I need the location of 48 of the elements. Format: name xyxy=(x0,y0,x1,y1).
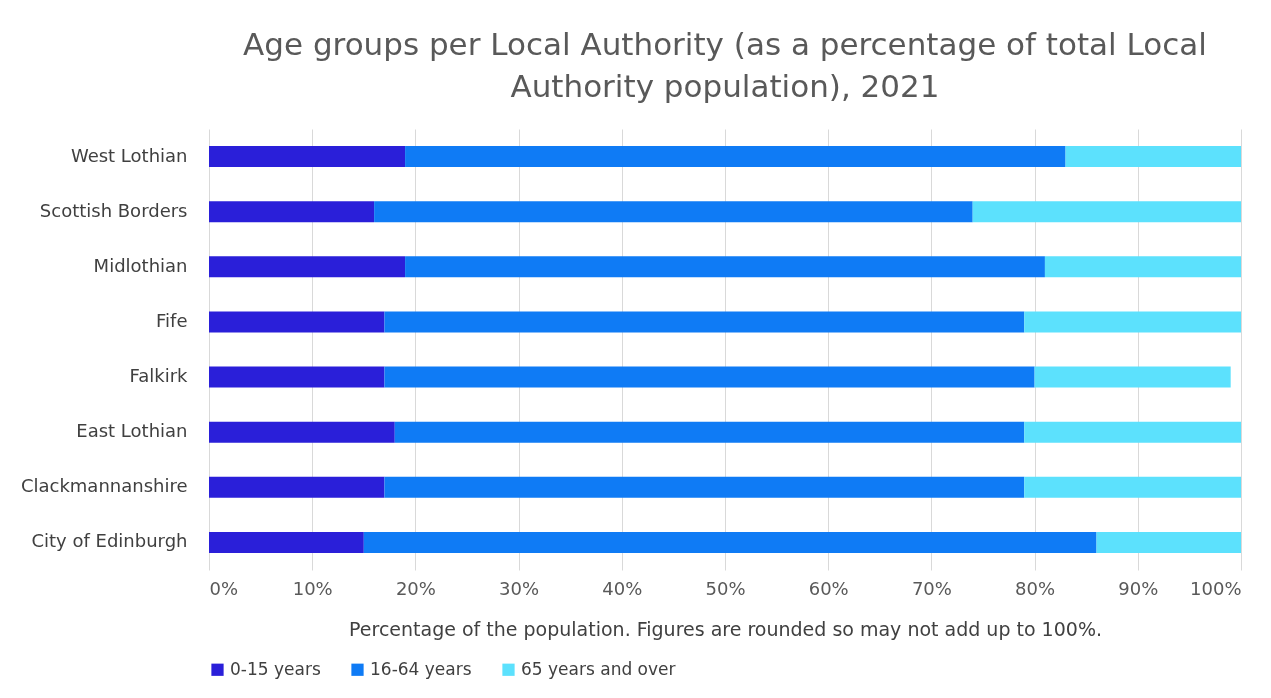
bar xyxy=(1065,146,1241,168)
y-tick-label: Clackmannanshire xyxy=(20,475,188,497)
bar xyxy=(405,256,1045,278)
x-tick-label: 90% xyxy=(1118,577,1159,599)
bar xyxy=(209,146,406,168)
bar xyxy=(209,366,385,388)
bar xyxy=(1044,256,1241,278)
x-tick-label: 10% xyxy=(292,577,333,599)
bar xyxy=(1024,311,1241,333)
y-tick-label: Scottish Borders xyxy=(39,199,188,221)
legend-label: 65 years and over xyxy=(521,658,676,679)
chart-title: Age groups per Local Authority (as a percentage of total Local Authority population), 2021 xyxy=(243,26,1207,104)
y-tick-label: Midlothian xyxy=(93,254,188,276)
x-tick-label: 80% xyxy=(1015,577,1056,599)
legend-label: 16-64 years xyxy=(370,658,472,679)
bar xyxy=(1024,421,1241,443)
x-tick-label: 70% xyxy=(911,577,952,599)
bar xyxy=(209,201,375,223)
bar xyxy=(1034,366,1231,388)
bar xyxy=(384,476,1025,498)
x-axis-title: Percentage of the population. Figures are rounded so may not add up to 100%. xyxy=(349,617,1102,640)
bar xyxy=(209,311,385,333)
bar xyxy=(405,146,1066,168)
bar xyxy=(1024,476,1241,498)
bar xyxy=(394,421,1025,443)
x-tick-label: 100% xyxy=(1190,577,1242,599)
x-tick-label: 50% xyxy=(705,577,746,599)
bar xyxy=(209,421,395,443)
x-tick-label: 0% xyxy=(209,577,239,599)
y-tick-label: Falkirk xyxy=(129,365,189,387)
y-tick-label: West Lothian xyxy=(70,144,188,166)
bar xyxy=(374,201,973,223)
bar xyxy=(209,531,364,553)
bar xyxy=(384,366,1035,388)
y-tick-label: East Lothian xyxy=(76,420,188,442)
bar xyxy=(972,201,1241,223)
bar xyxy=(384,311,1025,333)
x-tick-label: 30% xyxy=(499,577,540,599)
bar xyxy=(209,256,406,278)
x-tick-label: 60% xyxy=(808,577,849,599)
bar xyxy=(1096,531,1241,553)
bar xyxy=(209,476,385,498)
y-tick-label: City of Edinburgh xyxy=(31,530,188,552)
legend-label: 0-15 years xyxy=(230,658,321,679)
x-tick-label: 40% xyxy=(602,577,643,599)
y-tick-label: Fife xyxy=(156,309,188,331)
x-tick-label: 20% xyxy=(395,577,436,599)
bar xyxy=(363,531,1097,553)
